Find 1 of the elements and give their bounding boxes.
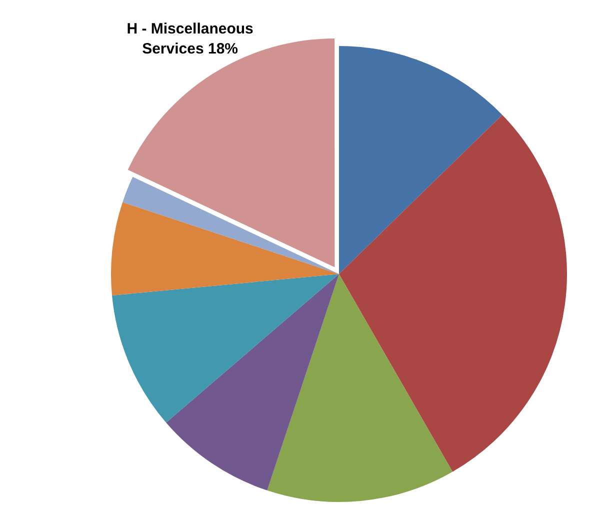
slice-label: H - Miscellaneous Services 18% bbox=[126, 20, 254, 58]
